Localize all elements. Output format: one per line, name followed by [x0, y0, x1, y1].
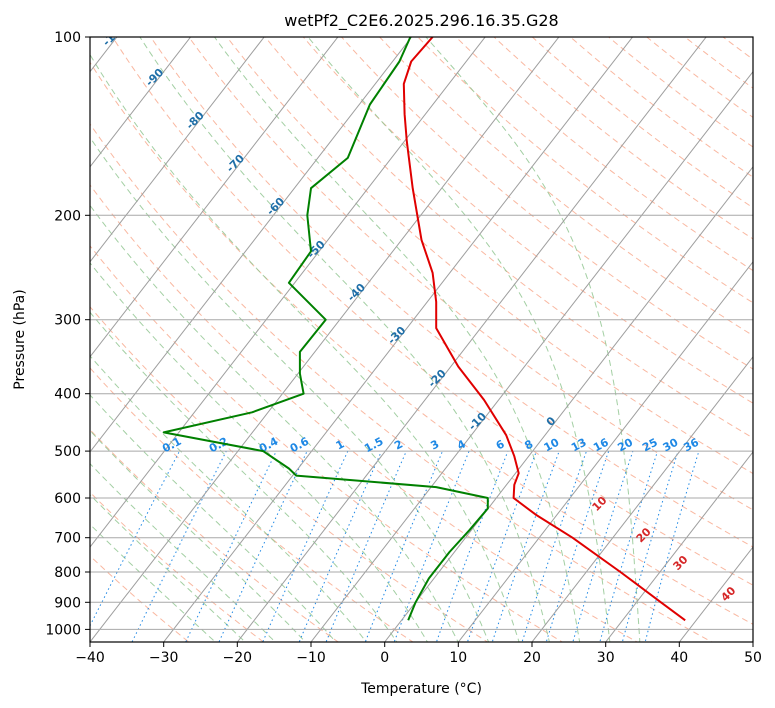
dewpoint-line	[162, 37, 489, 621]
mixing-ratio-label: 30	[661, 436, 681, 455]
dry-adiabat-line	[493, 37, 753, 240]
x-tick-label: 0	[380, 650, 389, 666]
y-axis: 100 200 300 400 500 600 700 800 900 1000	[45, 30, 90, 638]
temperature-line	[402, 37, 686, 622]
x-tick-label: 30	[597, 650, 615, 666]
x-tick-label: 20	[523, 650, 541, 666]
mixing-ratio-line	[262, 450, 349, 642]
dry-adiabat-line	[417, 37, 753, 304]
isotherms	[90, 37, 753, 642]
isotherm-line	[90, 37, 560, 642]
mixing-ratio-line	[364, 450, 443, 642]
moist-adiabat-line	[90, 523, 216, 642]
y-tick-label: 1000	[45, 622, 81, 638]
mixing-ratio-line	[131, 450, 227, 642]
plot-frame	[89, 36, 754, 643]
mixing-ratio-line	[218, 450, 308, 642]
x-axis: −40 −30 −20 −10 0 10 20 30 40 50	[75, 642, 762, 666]
dry-adiabat-line	[90, 61, 753, 625]
mixing-ratio-line	[621, 450, 679, 642]
mixing-ratio-label: 36	[681, 436, 701, 455]
isotherm-line	[457, 260, 753, 642]
x-tick-label: 40	[670, 650, 688, 666]
moist-adiabat-line	[90, 311, 398, 642]
dry-adiabat-line	[90, 428, 340, 642]
mixing-ratio-lines	[90, 450, 700, 642]
isotherm-line	[384, 165, 753, 642]
isotherm-line	[531, 356, 753, 642]
dry-adiabat-line	[531, 37, 753, 209]
dry-adiabat-line	[569, 37, 753, 178]
dry-adiabat-line	[455, 37, 753, 272]
dry-adiabat-line	[340, 37, 753, 370]
y-tick-label: 200	[54, 208, 81, 224]
y-tick-label: 400	[54, 387, 81, 403]
isotherm-line	[90, 37, 486, 548]
x-axis-label: Temperature (°C)	[360, 681, 482, 697]
dry-adiabat-line	[90, 123, 713, 642]
y-tick-label: 600	[54, 491, 81, 507]
y-tick-label: 800	[54, 565, 81, 581]
dry-adiabat-line	[90, 306, 489, 642]
dry-adiabat-label: -100	[100, 20, 129, 49]
isotherm-line	[90, 37, 413, 453]
mixing-ratio-line	[393, 450, 470, 642]
x-tick-label: −10	[296, 650, 326, 666]
dry-adiabat-line	[607, 37, 753, 148]
chart-title: wetPf2_C2E6.2025.296.16.35.G28	[284, 11, 558, 31]
x-tick-label: 10	[449, 650, 467, 666]
isotherm-line	[605, 451, 753, 642]
moist-adiabat-line	[90, 494, 246, 642]
isotherm-line	[163, 37, 634, 642]
dry-adiabat-line	[90, 367, 414, 642]
mixing-ratio-line	[435, 450, 509, 642]
mixing-ratio-label: 13	[569, 436, 589, 455]
y-tick-label: 700	[54, 531, 81, 547]
isotherm-line	[90, 37, 192, 168]
dry-adiabats	[90, 37, 753, 642]
dry-adiabat-line	[111, 37, 753, 586]
mixing-ratio-label: 25	[640, 436, 660, 455]
dry-adiabat-line	[90, 184, 639, 642]
dry-adiabat-line	[90, 245, 564, 642]
y-tick-label: 100	[54, 30, 81, 46]
mixing-ratio-label: 10	[542, 436, 562, 455]
dry-adiabat-line	[188, 37, 753, 511]
isotherm-line	[678, 546, 753, 642]
dry-adiabat-line	[378, 37, 753, 337]
mixing-ratio-line	[185, 450, 277, 642]
isotherm-line	[90, 37, 265, 263]
mixing-ratio-line	[325, 450, 407, 642]
moist-adiabat-line	[307, 37, 611, 642]
mixing-ratio-label: 20	[615, 436, 635, 455]
dry-adiabat-line	[150, 37, 753, 548]
isotherm-line	[310, 70, 753, 642]
moist-adiabat-line	[214, 37, 581, 642]
isotherm-line	[90, 37, 339, 358]
pressure-gridlines	[90, 37, 753, 630]
x-tick-label: −20	[223, 650, 253, 666]
mixing-ratio-label: 16	[591, 436, 611, 455]
profile-series	[162, 37, 686, 622]
dry-adiabat-line	[226, 37, 753, 475]
moist-adiabat-line	[90, 136, 490, 642]
y-tick-label: 300	[54, 313, 81, 329]
x-tick-label: −40	[75, 650, 105, 666]
x-tick-label: −30	[149, 650, 179, 666]
x-tick-label: 50	[744, 650, 762, 666]
moist-adiabat-line	[425, 37, 641, 642]
y-tick-label: 500	[54, 444, 81, 460]
mixing-ratio-line	[90, 450, 180, 627]
y-tick-label: 900	[54, 595, 81, 611]
mixing-ratio-line	[298, 450, 382, 642]
y-axis-label: Pressure (hPa)	[12, 289, 28, 389]
mixing-ratio-line	[599, 450, 659, 642]
isotherm-line	[236, 37, 707, 642]
